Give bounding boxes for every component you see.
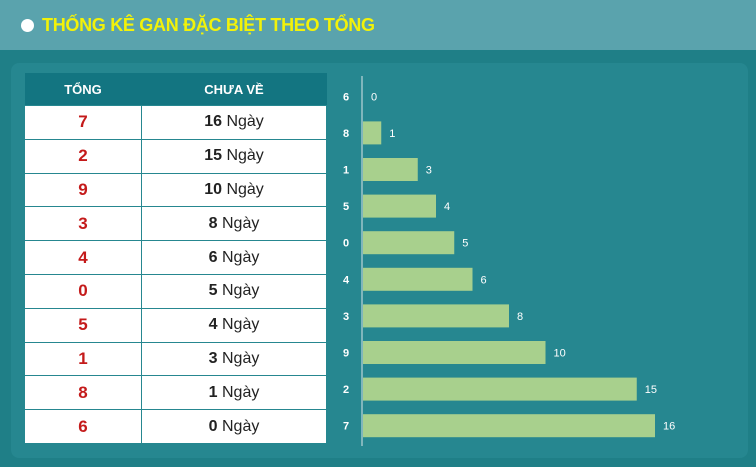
days-cell: 0 Ngày bbox=[141, 409, 327, 444]
days-count: 0 bbox=[208, 417, 218, 435]
days-cell: 4 Ngày bbox=[141, 307, 327, 343]
category-tick-label: 0 bbox=[343, 238, 349, 250]
sum-cell: 7 bbox=[24, 105, 142, 140]
bar-value-label: 10 bbox=[554, 348, 566, 360]
days-unit: Ngày bbox=[222, 113, 264, 131]
sum-cell: 2 bbox=[24, 138, 142, 174]
days-unit: Ngày bbox=[217, 349, 260, 367]
header-bar: THỐNG KÊ GAN ĐẶC BIỆT THEO TỔNG bbox=[0, 0, 756, 50]
table-row: 9 10 Ngày bbox=[24, 172, 327, 208]
bar bbox=[363, 158, 418, 181]
bar bbox=[363, 194, 436, 218]
days-count: 8 bbox=[208, 214, 218, 232]
table-header-row: TỔNG CHƯA VỀ bbox=[24, 73, 327, 106]
days-unit: Ngày bbox=[217, 248, 260, 266]
days-count: 6 bbox=[208, 248, 218, 266]
bar-value-label: 16 bbox=[663, 421, 675, 433]
bar-value-label: 6 bbox=[481, 274, 487, 286]
days-count: 10 bbox=[204, 180, 222, 198]
category-tick-label: 5 bbox=[343, 201, 349, 213]
category-tick-label: 1 bbox=[343, 165, 349, 177]
sum-cell: 5 bbox=[24, 307, 142, 343]
days-cell: 10 Ngày bbox=[141, 172, 327, 208]
sum-cell: 8 bbox=[24, 375, 142, 411]
category-tick-label: 8 bbox=[343, 128, 349, 140]
page-title: THỐNG KÊ GAN ĐẶC BIỆT THEO TỔNG bbox=[42, 14, 375, 35]
bar bbox=[363, 267, 473, 291]
days-cell: 16 Ngày bbox=[141, 105, 327, 140]
sum-cell: 3 bbox=[24, 206, 142, 242]
days-count: 15 bbox=[204, 147, 222, 165]
days-count: 1 bbox=[208, 383, 218, 401]
bar-value-label: 4 bbox=[444, 201, 450, 213]
bar bbox=[363, 304, 509, 328]
bar-value-label: 8 bbox=[517, 311, 523, 323]
table-row: 2 15 Ngày bbox=[24, 138, 327, 174]
category-tick-label: 6 bbox=[343, 91, 349, 103]
bar-value-label: 15 bbox=[645, 384, 657, 396]
bar-value-label: 1 bbox=[389, 128, 395, 140]
days-cell: 15 Ngày bbox=[141, 138, 327, 174]
days-cell: 5 Ngày bbox=[141, 273, 327, 309]
days-count: 16 bbox=[204, 113, 222, 131]
sum-cell: 4 bbox=[24, 240, 142, 275]
days-count: 3 bbox=[208, 349, 218, 367]
days-cell: 1 Ngày bbox=[141, 375, 327, 411]
days-unit: Ngày bbox=[222, 180, 264, 198]
bar-value-label: 0 bbox=[371, 91, 377, 103]
category-tick-label: 3 bbox=[343, 311, 349, 323]
sum-cell: 9 bbox=[24, 172, 142, 208]
category-tick-label: 7 bbox=[343, 421, 349, 433]
days-cell: 6 Ngày bbox=[141, 240, 327, 275]
column-header-days: CHƯA VỀ bbox=[141, 73, 327, 106]
gan-table: TỔNG CHƯA VỀ 7 16 Ngày 2 15 Ngày 9 10 Ngày 3 8 … bbox=[24, 73, 327, 444]
days-count: 5 bbox=[208, 282, 218, 300]
bar-value-label: 3 bbox=[426, 165, 432, 177]
sum-cell: 0 bbox=[24, 273, 142, 309]
days-unit: Ngày bbox=[217, 282, 260, 300]
days-unit: Ngày bbox=[217, 214, 260, 232]
bar-value-label: 5 bbox=[462, 238, 468, 250]
days-cell: 3 Ngày bbox=[141, 341, 327, 377]
gan-bar-chart: 6 0 8 1 1 3 5 4 0 5 4 6 3 8 9 10 2 15 7 16 bbox=[343, 76, 675, 446]
sum-cell: 1 bbox=[24, 341, 142, 377]
sum-cell: 6 bbox=[24, 409, 142, 444]
category-tick-label: 9 bbox=[343, 348, 349, 360]
bullet-icon bbox=[21, 18, 34, 32]
bar bbox=[363, 341, 546, 364]
bar bbox=[363, 231, 455, 255]
days-count: 4 bbox=[208, 316, 218, 334]
days-unit: Ngày bbox=[222, 147, 264, 165]
days-unit: Ngày bbox=[217, 417, 260, 435]
category-tick-label: 4 bbox=[343, 274, 350, 286]
bar bbox=[363, 121, 382, 145]
bar bbox=[363, 377, 637, 401]
column-header-sum: TỔNG bbox=[24, 73, 142, 106]
days-unit: Ngày bbox=[217, 383, 260, 401]
category-tick-label: 2 bbox=[343, 384, 349, 396]
bar bbox=[363, 414, 655, 438]
table-row: 7 16 Ngày bbox=[24, 105, 327, 140]
days-unit: Ngày bbox=[217, 316, 260, 334]
days-cell: 8 Ngày bbox=[141, 206, 327, 242]
